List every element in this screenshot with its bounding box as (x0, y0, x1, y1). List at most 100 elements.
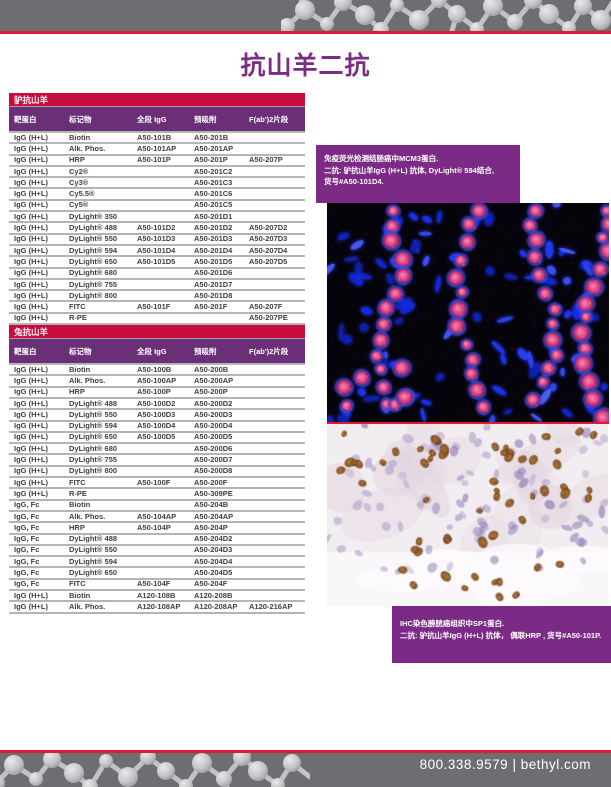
table-cell: DyLight® 650 (65, 431, 133, 445)
caption-line: 二抗: 驴抗山羊IgG (H+L) 抗体, DyLight® 594结合, (324, 165, 494, 175)
table-cell: A50-204AP (190, 510, 245, 524)
table-cell: A50-200B (190, 364, 245, 377)
table-cell: A50-200D3 (190, 409, 245, 422)
table-cell: DyLight® 488 (65, 397, 133, 411)
table-cell: A50-207D5 (245, 256, 305, 269)
table-cell: A50-200D5 (190, 431, 245, 445)
table-cell: A50-207D3 (245, 233, 305, 246)
table-row: IgG, Fc Biotin A50-204B (9, 499, 305, 512)
table-cell: A50-201C3 (190, 177, 245, 190)
caption-line: 二抗: 驴抗山羊IgG (H+L) 抗体， 偶联HRP , 货号#A50-101… (400, 630, 602, 640)
table-cell: DyLight® 755 (65, 454, 133, 467)
table-header-row: 靶蛋白 标记物 全段 IgG 预吸附 F(ab')2片段 (9, 339, 305, 366)
table-cell: DyLight® 594 (65, 420, 133, 433)
table-cell (133, 290, 190, 303)
table-cell: Biotin (65, 132, 133, 145)
table-row: IgG (H+L) Biotin A50-100B A50-200B (9, 364, 305, 377)
table-cell: IgG (H+L) (9, 233, 65, 246)
table-cell: DyLight® 550 (65, 544, 133, 558)
table-cell: IgG (H+L) (9, 488, 65, 501)
footer-divider (0, 750, 611, 753)
table-cell: DyLight® 680 (65, 443, 133, 456)
table-cell: A50-204F (190, 578, 245, 592)
table-cell: FITC (65, 578, 133, 592)
table-cell: A50-204D4 (190, 556, 245, 569)
table-cell: A50-201AP (190, 143, 245, 156)
table-cell: IgG (H+L) (9, 256, 65, 269)
table-cell: IgG (H+L) (9, 143, 65, 156)
table-cell (133, 465, 190, 479)
table-row: IgG, Fc DyLight® 594 A50-204D4 (9, 556, 305, 569)
table-cell: A50-201D7 (190, 278, 245, 292)
column-header-whole-igg: 全段 IgG (133, 107, 190, 133)
table-cell: A50-207F (245, 301, 305, 314)
table-cell: A50-101B (133, 132, 190, 145)
table-row: IgG (H+L) DyLight® 594 A50-100D4 A50-200D4 (9, 420, 305, 433)
table-cell: Cy3® (65, 177, 133, 190)
table-cell: A50-207PE (245, 312, 305, 326)
table-cell: R-PE (65, 488, 133, 501)
table-cell: A50-101AP (133, 143, 190, 156)
table-cell (133, 267, 190, 280)
table-row: IgG (H+L) DyLight® 755 A50-200D7 (9, 454, 305, 467)
table-cell: A50-101D5 (133, 256, 190, 269)
table-cell: A50-201D8 (190, 290, 245, 303)
table-cell: A50-100AP (133, 375, 190, 388)
table-cell: Alk. Phos. (65, 601, 133, 614)
table-cell: A50-104F (133, 578, 190, 592)
page-title: 抗山羊二抗 (240, 52, 371, 80)
table-cell (245, 177, 305, 190)
immunofluorescence-image (327, 203, 609, 422)
table-cell: A50-101D2 (133, 222, 190, 235)
table-cell: HRP (65, 386, 133, 399)
table-cell: FITC (65, 477, 133, 490)
table-cell (245, 290, 305, 303)
table-cell: A50-204D5 (190, 567, 245, 580)
table-cell: IgG (H+L) (9, 177, 65, 190)
table-row: IgG (H+L) Cy5.5® A50-201C6 (9, 188, 305, 201)
table-cell (133, 533, 190, 546)
table-cell: A50-100F (133, 477, 190, 490)
table-cell: HRP (65, 154, 133, 167)
if-figure-caption: 免疫荧光检测结肠癌中MCM3蛋白. 二抗: 驴抗山羊IgG (H+L) 抗体, … (316, 145, 520, 203)
table-cell: IgG (H+L) (9, 222, 65, 235)
table-body: IgG (H+L) Biotin A50-100B A50-200B IgG (H+L)… (9, 364, 305, 614)
table-cell: IgG (H+L) (9, 364, 65, 377)
table-cell (245, 143, 305, 156)
table-cell: DyLight® 650 (65, 256, 133, 269)
ihc-staining-image (327, 424, 608, 607)
table-cell: A50-201C6 (190, 188, 245, 201)
table-cell: DyLight® 488 (65, 533, 133, 546)
table-cell: Cy5® (65, 199, 133, 213)
table-cell: IgG (H+L) (9, 199, 65, 213)
table-cell (245, 375, 305, 388)
header-divider (0, 31, 611, 34)
table-cell: DyLight® 488 (65, 222, 133, 235)
table-row: IgG (H+L) FITC A50-100F A50-200F (9, 477, 305, 490)
table-cell: A50-201D5 (190, 256, 245, 269)
table-cell: IgG (H+L) (9, 267, 65, 280)
table-cell (245, 420, 305, 433)
table-cell: IgG (H+L) (9, 477, 65, 490)
table-cell (245, 578, 305, 592)
table-cell: DyLight® 594 (65, 556, 133, 569)
table-cell (133, 211, 190, 224)
table-cell: IgG (H+L) (9, 165, 65, 179)
table-row: IgG (H+L) DyLight® 488 A50-100D2 A50-200D2 (9, 397, 305, 411)
table-cell (245, 544, 305, 558)
table-cell: A50-201D3 (190, 233, 245, 246)
table-cell: IgG (H+L) (9, 301, 65, 314)
table-header-row: 靶蛋白 标记物 全段 IgG 预吸附 F(ab')2片段 (9, 107, 305, 133)
table-cell (133, 443, 190, 456)
table-cell: IgG (H+L) (9, 278, 65, 292)
table-cell (133, 567, 190, 580)
table-cell: Alk. Phos. (65, 510, 133, 524)
table-row: IgG (H+L) Alk. Phos. A50-100AP A50-200AP (9, 375, 305, 388)
table-row: IgG (H+L) DyLight® 650 A50-101D5 A50-201D5 A… (9, 256, 305, 269)
table-cell: A50-201B (190, 132, 245, 145)
footer-website-link[interactable]: bethyl.com (520, 757, 591, 772)
header-bar (0, 0, 611, 31)
molecule-decoration-icon (281, 0, 611, 31)
table-cell: A50-207D2 (245, 222, 305, 235)
